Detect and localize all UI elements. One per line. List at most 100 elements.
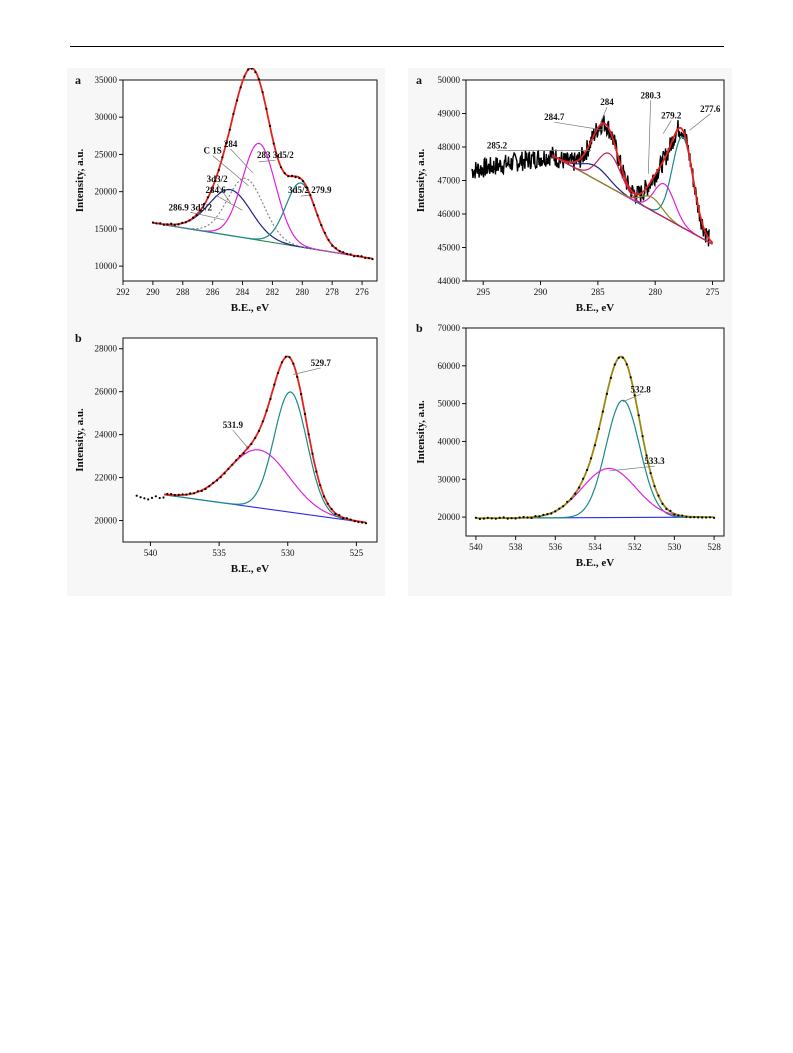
data-point (250, 442, 253, 446)
y-tick-label: 45000 (438, 243, 461, 253)
data-point (357, 520, 360, 524)
data-point (217, 169, 220, 172)
data-point (570, 497, 573, 500)
peak-annotation: 3d3/2 (207, 174, 229, 184)
data-point (506, 517, 509, 520)
data-point (494, 517, 497, 520)
data-point (208, 485, 211, 488)
data-point (338, 514, 341, 517)
data-point (272, 142, 275, 145)
plot-frame (465, 79, 725, 282)
data-point (657, 494, 660, 497)
data-point (215, 479, 219, 482)
peak-annotation: 532.8 (631, 384, 652, 394)
annotation-leader (232, 429, 250, 450)
data-point (292, 362, 295, 365)
data-point (139, 496, 142, 499)
x-tick-label: 280 (648, 287, 662, 297)
data-point (288, 356, 291, 359)
data-point (269, 397, 272, 400)
data-point (530, 516, 533, 519)
data-point (546, 513, 549, 516)
chart-svg: 540 538 536 534 532 530 528 20000 30000 40000 5000… (415, 321, 725, 569)
data-point (677, 514, 680, 517)
x-tick-label: 288 (176, 287, 190, 297)
data-point (307, 433, 310, 436)
annotation-leader (212, 155, 249, 186)
y-tick-label: 50000 (438, 399, 461, 409)
data-point (284, 355, 287, 358)
data-point (223, 472, 226, 475)
data-point (510, 517, 513, 520)
data-point (641, 435, 644, 438)
x-tick-label: 290 (146, 287, 160, 297)
data-point (162, 223, 165, 226)
data-point (498, 516, 501, 519)
data-point (242, 452, 245, 455)
data-point (502, 516, 505, 519)
data-point (189, 492, 192, 495)
y-tick-label: 28000 (95, 344, 118, 354)
data-point (345, 252, 348, 255)
x-tick-label: 286 (206, 287, 220, 297)
data-point (154, 495, 157, 498)
data-point (214, 179, 217, 182)
y-tick-label: 10000 (95, 261, 118, 271)
data-point (705, 516, 708, 519)
data-point (268, 124, 272, 127)
annotation-leader (599, 106, 608, 124)
peak-annotation: C 1S (204, 146, 222, 156)
data-point (166, 223, 169, 226)
data-point (582, 477, 585, 480)
annotation-leader (190, 211, 225, 221)
y-tick-label: 30000 (438, 474, 461, 484)
data-point (586, 468, 589, 472)
data-point (173, 223, 176, 227)
data-point (254, 71, 257, 74)
data-point (713, 516, 716, 519)
data-point (300, 393, 303, 396)
peak-annotation: 284.6 (206, 185, 227, 195)
data-point (232, 112, 235, 115)
x-tick-label: 530 (668, 542, 682, 552)
peak-annotation: 284 (224, 139, 238, 149)
data-point (478, 517, 481, 521)
data-point (185, 493, 188, 496)
panel-letter: b (416, 321, 423, 335)
x-axis-label: B.E., eV (576, 302, 615, 314)
data-point (661, 502, 664, 505)
annotation-leader (608, 465, 655, 472)
data-point (158, 496, 161, 500)
data-point (353, 520, 356, 523)
data-point (228, 128, 231, 131)
peak-annotation: 286.9 3d3/2 (168, 202, 212, 212)
x-tick-label: 295 (476, 287, 490, 297)
data-point (490, 517, 493, 520)
data-point (257, 78, 261, 81)
panel-letter: a (416, 73, 422, 87)
annotation-leader (554, 121, 605, 131)
data-point (693, 516, 696, 519)
data-point (345, 517, 348, 520)
peak-annotation: 3d5/2 279.9 (288, 185, 332, 195)
data-point (323, 231, 326, 234)
data-point (188, 219, 191, 222)
data-point (364, 522, 368, 525)
data-point (265, 409, 268, 412)
x-tick-label: 284 (236, 287, 250, 297)
x-tick-label: 538 (509, 542, 523, 552)
data-point (689, 516, 692, 519)
data-point (701, 516, 704, 519)
data-point (283, 172, 286, 175)
data-point (326, 502, 329, 505)
data-point (239, 86, 242, 89)
raw-spectrum-line (471, 115, 710, 247)
data-point (276, 155, 279, 158)
data-point (542, 513, 545, 516)
x-tick-label: 525 (350, 548, 364, 558)
data-point (621, 356, 624, 359)
data-point (203, 202, 206, 206)
data-point (522, 515, 525, 519)
y-tick-label: 20000 (438, 512, 461, 522)
data-point (287, 175, 290, 178)
